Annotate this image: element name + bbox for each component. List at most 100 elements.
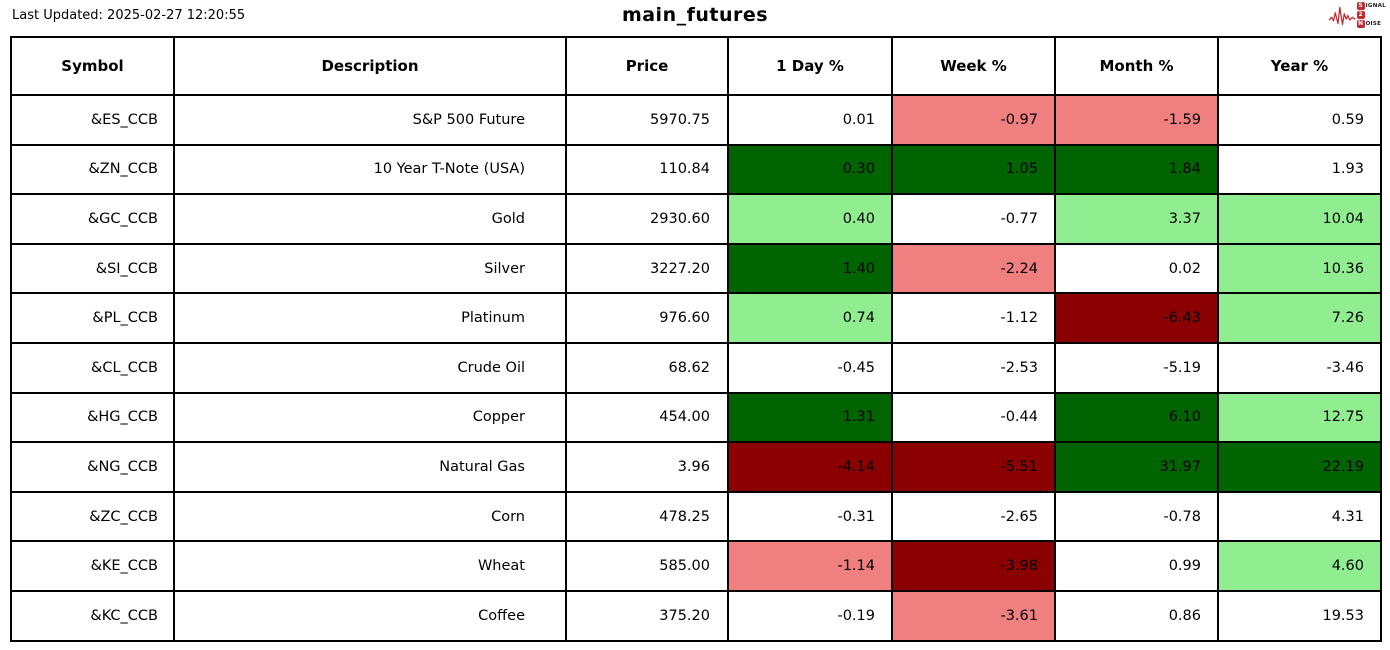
- col-header-week-pct: Week %: [891, 36, 1056, 96]
- week-pct-cell: -0.77: [891, 193, 1056, 245]
- day-pct-cell: 0.01: [727, 94, 893, 146]
- description-cell: Coffee: [173, 589, 567, 642]
- day-pct-cell: 1.40: [727, 242, 893, 295]
- description-cell: Wheat: [173, 540, 567, 592]
- col-header-symbol: Symbol: [10, 36, 175, 96]
- year-pct-cell: 4.31: [1217, 490, 1382, 543]
- price-cell: 976.60: [565, 292, 729, 344]
- week-pct-cell: -3.61: [891, 589, 1056, 642]
- symbol-cell: &ZN_CCB: [10, 143, 175, 196]
- day-pct-cell: -1.14: [727, 540, 893, 592]
- year-pct-cell: 7.26: [1217, 292, 1382, 344]
- page-title: main_futures: [621, 4, 769, 26]
- price-cell: 478.25: [565, 490, 729, 543]
- month-pct-cell: -5.19: [1054, 341, 1219, 394]
- day-pct-cell: 0.30: [727, 143, 893, 196]
- symbol-cell: &NG_CCB: [10, 441, 175, 493]
- description-cell: 10 Year T-Note (USA): [173, 143, 567, 196]
- table-row: &ZN_CCB 10 Year T-Note (USA) 110.84 0.30…: [10, 143, 1382, 196]
- col-header-description: Description: [173, 36, 567, 96]
- week-pct-cell: -2.65: [891, 490, 1056, 543]
- year-pct-cell: 19.53: [1217, 589, 1382, 642]
- month-pct-cell: -1.59: [1054, 94, 1219, 146]
- week-pct-cell: 1.05: [891, 143, 1056, 196]
- logo-text-ignal: IGNAL: [1365, 3, 1386, 9]
- symbol-cell: &HG_CCB: [10, 391, 175, 444]
- month-pct-cell: 0.86: [1054, 589, 1219, 642]
- year-pct-cell: 10.04: [1217, 193, 1382, 245]
- table-row: &KE_CCB Wheat 585.00 -1.14 -3.98 0.99 4.…: [10, 540, 1382, 592]
- price-cell: 454.00: [565, 391, 729, 444]
- symbol-cell: &ES_CCB: [10, 94, 175, 146]
- month-pct-cell: 1.84: [1054, 143, 1219, 196]
- price-cell: 5970.75: [565, 94, 729, 146]
- day-pct-cell: -0.19: [727, 589, 893, 642]
- price-cell: 68.62: [565, 341, 729, 394]
- price-cell: 375.20: [565, 589, 729, 642]
- month-pct-cell: 6.10: [1054, 391, 1219, 444]
- col-header-year-pct: Year %: [1217, 36, 1382, 96]
- week-pct-cell: -5.51: [891, 441, 1056, 493]
- symbol-cell: &KE_CCB: [10, 540, 175, 592]
- day-pct-cell: -0.31: [727, 490, 893, 543]
- price-cell: 110.84: [565, 143, 729, 196]
- month-pct-cell: -6.43: [1054, 292, 1219, 344]
- day-pct-cell: 0.74: [727, 292, 893, 344]
- year-pct-cell: 4.60: [1217, 540, 1382, 592]
- month-pct-cell: -0.78: [1054, 490, 1219, 543]
- table-row: &SI_CCB Silver 3227.20 1.40 -2.24 0.02 1…: [10, 242, 1382, 295]
- week-pct-cell: -0.97: [891, 94, 1056, 146]
- price-cell: 2930.60: [565, 193, 729, 245]
- description-cell: Platinum: [173, 292, 567, 344]
- logo-letter-s: S: [1356, 2, 1365, 10]
- day-pct-cell: -4.14: [727, 441, 893, 493]
- table-row: &NG_CCB Natural Gas 3.96 -4.14 -5.51 31.…: [10, 441, 1382, 493]
- year-pct-cell: 1.93: [1217, 143, 1382, 196]
- price-cell: 3227.20: [565, 242, 729, 295]
- symbol-cell: &KC_CCB: [10, 589, 175, 642]
- year-pct-cell: 22.19: [1217, 441, 1382, 493]
- description-cell: Silver: [173, 242, 567, 295]
- col-header-month-pct: Month %: [1054, 36, 1219, 96]
- table-row: &HG_CCB Copper 454.00 1.31 -0.44 6.10 12…: [10, 391, 1382, 444]
- description-cell: Copper: [173, 391, 567, 444]
- month-pct-cell: 0.99: [1054, 540, 1219, 592]
- logo-text-oise: OISE: [1365, 21, 1382, 27]
- description-cell: S&P 500 Future: [173, 94, 567, 146]
- table-row: &ES_CCB S&P 500 Future 5970.75 0.01 -0.9…: [10, 94, 1382, 146]
- symbol-cell: &CL_CCB: [10, 341, 175, 394]
- table-row: &PL_CCB Platinum 976.60 0.74 -1.12 -6.43…: [10, 292, 1382, 344]
- week-pct-cell: -2.53: [891, 341, 1056, 394]
- description-cell: Natural Gas: [173, 441, 567, 493]
- heartbeat-wave-icon: [1328, 6, 1356, 25]
- table-row: &GC_CCB Gold 2930.60 0.40 -0.77 3.37 10.…: [10, 193, 1382, 245]
- signal2noise-logo: S IGNAL 2 N OISE: [1328, 2, 1386, 28]
- day-pct-cell: 1.31: [727, 391, 893, 444]
- description-cell: Crude Oil: [173, 341, 567, 394]
- symbol-cell: &PL_CCB: [10, 292, 175, 344]
- table-row: &ZC_CCB Corn 478.25 -0.31 -2.65 -0.78 4.…: [10, 490, 1382, 543]
- week-pct-cell: -1.12: [891, 292, 1056, 344]
- week-pct-cell: -2.24: [891, 242, 1056, 295]
- year-pct-cell: 10.36: [1217, 242, 1382, 295]
- description-cell: Gold: [173, 193, 567, 245]
- week-pct-cell: -3.98: [891, 540, 1056, 592]
- day-pct-cell: 0.40: [727, 193, 893, 245]
- month-pct-cell: 0.02: [1054, 242, 1219, 295]
- symbol-cell: &SI_CCB: [10, 242, 175, 295]
- col-header-day-pct: 1 Day %: [727, 36, 893, 96]
- logo-letter-n: N: [1356, 20, 1365, 28]
- price-cell: 3.96: [565, 441, 729, 493]
- last-updated-timestamp: Last Updated: 2025-02-27 12:20:55: [12, 8, 246, 23]
- table-row: &CL_CCB Crude Oil 68.62 -0.45 -2.53 -5.1…: [10, 341, 1382, 394]
- price-cell: 585.00: [565, 540, 729, 592]
- month-pct-cell: 3.37: [1054, 193, 1219, 245]
- day-pct-cell: -0.45: [727, 341, 893, 394]
- symbol-cell: &ZC_CCB: [10, 490, 175, 543]
- week-pct-cell: -0.44: [891, 391, 1056, 444]
- year-pct-cell: 0.59: [1217, 94, 1382, 146]
- year-pct-cell: -3.46: [1217, 341, 1382, 394]
- col-header-price: Price: [565, 36, 729, 96]
- header-row: Symbol Description Price 1 Day % Week % …: [10, 36, 1382, 96]
- table-row: &KC_CCB Coffee 375.20 -0.19 -3.61 0.86 1…: [10, 589, 1382, 642]
